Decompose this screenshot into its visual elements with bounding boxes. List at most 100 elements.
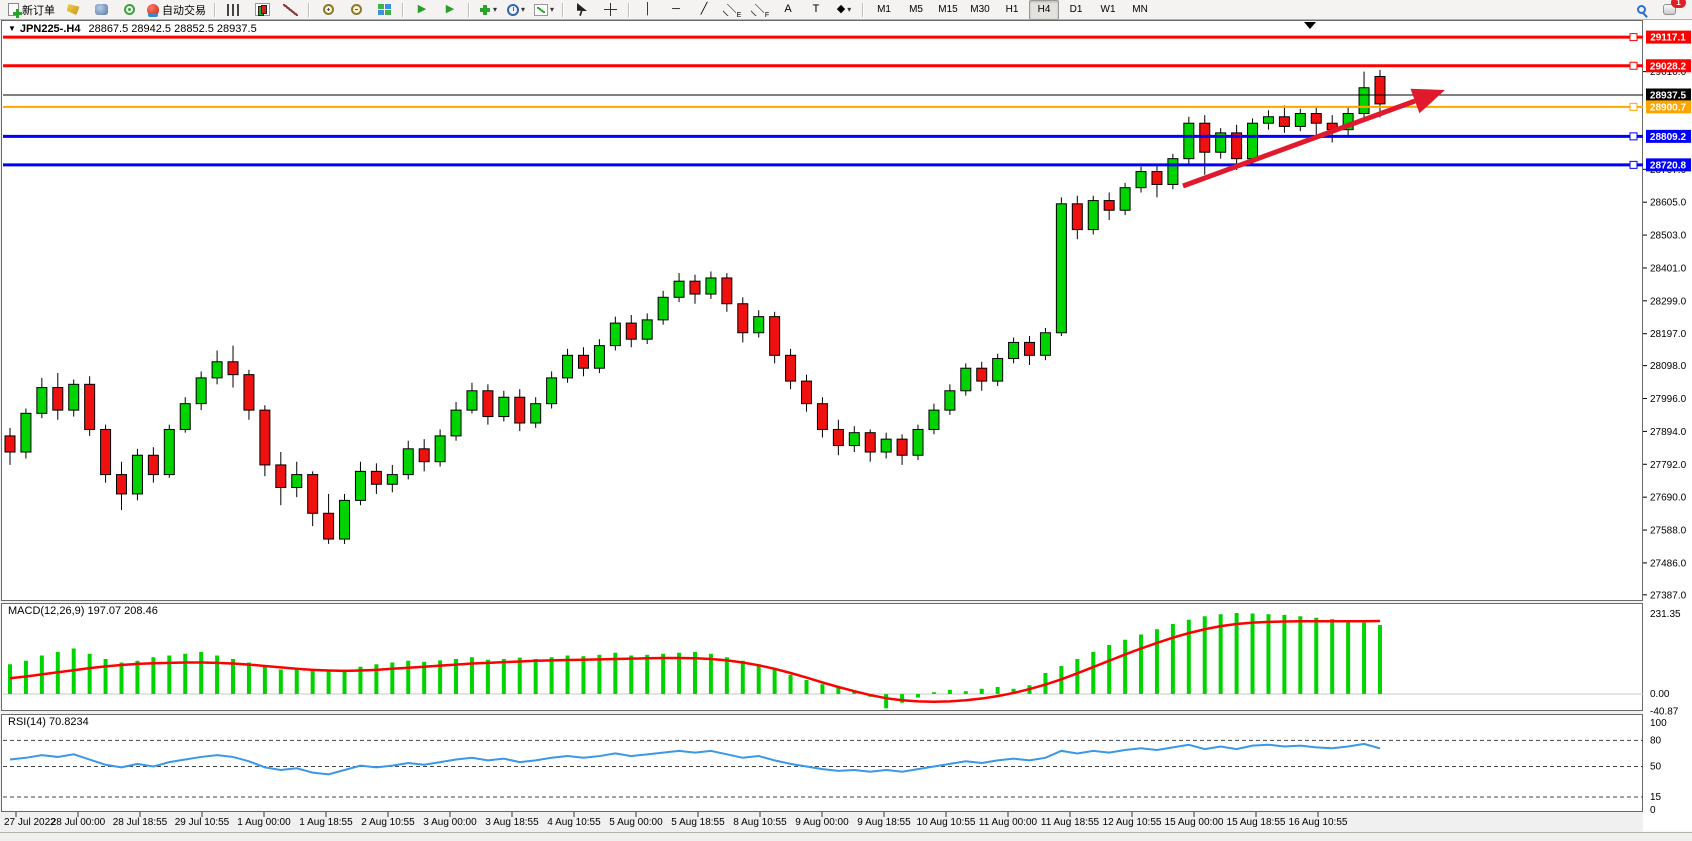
candle-body — [323, 512, 335, 540]
candle-body — [721, 277, 733, 305]
rsi-axis-label: 100 — [1650, 718, 1667, 729]
candle-body — [880, 438, 892, 453]
y-tick-label: 27690.0 — [1650, 493, 1687, 504]
price-tag-label: 28809.2 — [1650, 132, 1687, 143]
styler-button[interactable] — [60, 0, 86, 20]
trendline-button[interactable]: ╱ — [691, 0, 717, 20]
x-tick-label: 27 Jul 2022 — [4, 817, 56, 828]
timeframe-button-d1[interactable]: D1 — [1069, 4, 1083, 15]
timeframe-button-m5[interactable]: M5 — [909, 4, 923, 15]
timeframe-button-w1[interactable]: W1 — [1100, 4, 1116, 15]
candle-body — [1135, 171, 1147, 189]
signals-button[interactable] — [116, 0, 142, 20]
arrows-dropdown[interactable]: ◆ ▾ — [831, 0, 857, 20]
search-button[interactable] — [1628, 0, 1654, 20]
macd-zero-label: 0.00 — [1650, 689, 1670, 700]
candle-body — [960, 367, 972, 392]
zoom-in-button[interactable] — [315, 0, 341, 20]
price-line-handle[interactable] — [1629, 160, 1638, 169]
chart-shift-marker-icon[interactable] — [1304, 22, 1316, 29]
zoom-out-icon — [350, 4, 362, 15]
strategy-tester-button[interactable]: ▶ — [409, 0, 435, 20]
candle-body — [1262, 116, 1274, 124]
y-tick-label: 28503.0 — [1650, 231, 1687, 242]
notifications-button[interactable]: 1 — [1656, 0, 1686, 20]
candle-body — [1039, 332, 1051, 356]
candle-body — [848, 432, 860, 447]
vertical-line-button[interactable]: │ — [635, 0, 661, 20]
styler-icon — [66, 4, 80, 15]
bar-chart-button[interactable] — [221, 0, 247, 20]
timeframe-button-h1[interactable]: H1 — [1005, 4, 1019, 15]
candle-body — [832, 428, 844, 447]
periods-icon — [506, 3, 519, 16]
fibonacci-button[interactable]: F — [747, 0, 773, 20]
x-tick-label: 16 Aug 10:55 — [1289, 817, 1348, 828]
tester-visual-icon: ▶ — [445, 3, 455, 15]
candle-body — [625, 322, 637, 340]
price-line-handle[interactable] — [1629, 33, 1638, 42]
chart-canvas[interactable]: 29010.028707.028605.028503.028401.028299… — [0, 20, 1692, 841]
candle-body — [402, 448, 414, 476]
templates-icon — [534, 3, 548, 16]
templates-dropdown[interactable]: ▾ — [531, 0, 557, 20]
rsi-axis-label: 50 — [1650, 762, 1662, 773]
search-icon — [1636, 5, 1646, 14]
candle-body — [705, 277, 717, 295]
candle-chart-button[interactable] — [249, 0, 275, 20]
candle-body — [370, 470, 382, 485]
candle-body — [801, 380, 812, 405]
chart-collapse-icon[interactable]: ▼ — [8, 24, 16, 33]
candle-body — [450, 409, 462, 437]
cursor-button[interactable] — [569, 0, 595, 20]
y-tick-label: 28098.0 — [1650, 361, 1687, 372]
candle-body — [514, 396, 526, 424]
equidistant-channel-button[interactable]: E — [719, 0, 745, 20]
candle-body — [609, 322, 621, 347]
price-line-handle[interactable] — [1629, 102, 1638, 111]
trend-arrow-line[interactable] — [1182, 98, 1416, 189]
y-tick-label: 27894.0 — [1650, 427, 1687, 438]
tester-visual-button[interactable]: ▶ — [437, 0, 463, 20]
community-button[interactable] — [88, 0, 114, 20]
rsi-pane — [1, 714, 1643, 812]
timeframe-button-m15[interactable]: M15 — [938, 4, 958, 15]
candle-body — [291, 474, 303, 488]
auto-trading-icon — [147, 3, 159, 17]
toolbar-separator — [562, 2, 565, 17]
candle-body — [753, 316, 765, 334]
candle-body — [1294, 113, 1306, 127]
horizontal-line-button[interactable]: ─ — [663, 0, 689, 20]
text-button[interactable]: A — [775, 0, 801, 20]
tile-windows-icon — [377, 3, 391, 16]
indicators-dropdown[interactable]: ▾ — [475, 0, 501, 20]
price-tag-box — [1646, 129, 1691, 143]
trend-arrow-head[interactable] — [1410, 88, 1445, 114]
candle-body — [944, 390, 956, 411]
tool-subletter: E — [736, 11, 742, 19]
timeframe-button-mn[interactable]: MN — [1132, 4, 1148, 15]
candle-body — [577, 354, 589, 369]
label-button[interactable]: T — [803, 0, 829, 20]
timeframe-button-h4[interactable]: H4 — [1029, 0, 1060, 20]
candle-body — [163, 428, 175, 476]
toolbar-separator — [402, 2, 404, 17]
timeframe-button-m30[interactable]: M30 — [970, 4, 990, 15]
candle-body — [36, 387, 48, 414]
tile-windows-button[interactable] — [371, 0, 397, 20]
timeframe-button-m1[interactable]: M1 — [877, 4, 891, 15]
line-chart-button[interactable] — [277, 0, 303, 20]
toolbar-button-label: 自动交易 — [162, 4, 206, 17]
y-tick-label: 28197.0 — [1650, 329, 1687, 340]
new-order-button[interactable]: 新订单 — [5, 0, 58, 20]
periods-dropdown[interactable]: ▾ — [503, 0, 529, 20]
auto-trading-button[interactable]: 自动交易 — [144, 0, 209, 20]
crosshair-icon — [603, 3, 617, 16]
price-tag-box — [1646, 59, 1691, 73]
zoom-out-button[interactable] — [343, 0, 369, 20]
zoom-in-icon — [322, 4, 334, 15]
crosshair-button[interactable] — [597, 0, 623, 20]
candle-body — [354, 470, 366, 501]
price-line-handle[interactable] — [1629, 61, 1638, 70]
price-line-handle[interactable] — [1629, 132, 1638, 141]
